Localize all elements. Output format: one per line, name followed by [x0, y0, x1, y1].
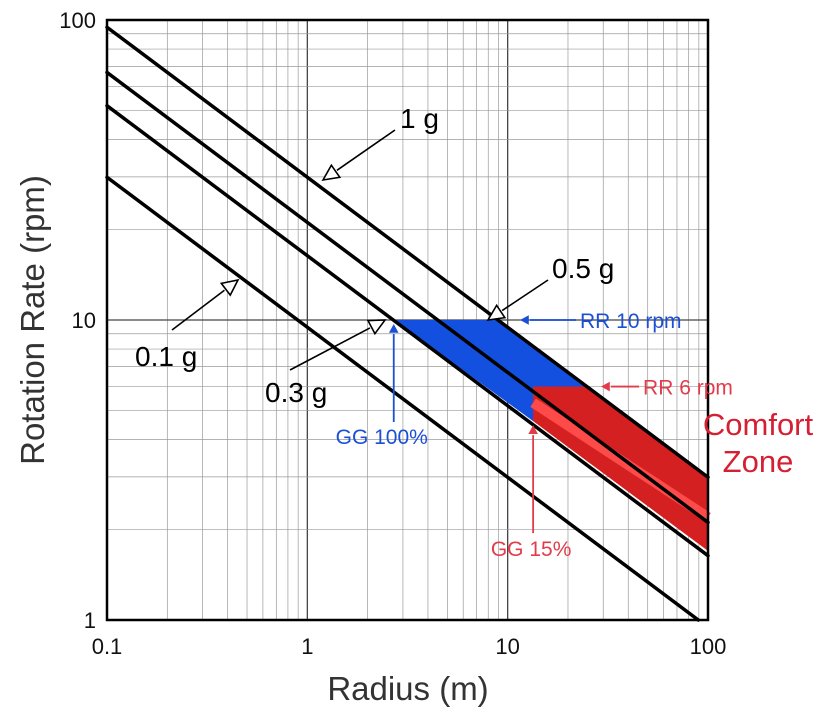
annotation-arrowhead — [528, 425, 538, 434]
y-tick-label: 10 — [72, 308, 96, 333]
pointer-line — [171, 289, 225, 331]
pointer-arrowhead — [219, 278, 240, 297]
comfort-centerline — [530, 398, 711, 522]
pointer-line — [336, 129, 396, 171]
comfort-zone-label-line2: Zone — [723, 444, 794, 479]
annotations: RR 10 rpm RR 6 rpm GG 100% GG 15% — [336, 310, 733, 561]
y-tick-label: 1 — [84, 608, 96, 633]
series-line — [105, 70, 710, 525]
comfort-zone-label-line1: Comfort — [703, 407, 814, 442]
series-line — [105, 175, 701, 622]
series-line — [105, 103, 710, 558]
annotation-arrows — [171, 129, 549, 371]
annotation-gg100: GG 100% — [336, 426, 428, 449]
annotation-arrowhead — [601, 381, 610, 392]
series-label: 0.1 g — [135, 341, 197, 372]
series-lines — [105, 25, 710, 622]
annotation-arrowhead — [520, 315, 529, 325]
annotation-rr10: RR 10 rpm — [580, 310, 682, 333]
plot-frame — [105, 18, 710, 622]
x-tick-label: 10 — [495, 634, 519, 659]
pointer-line — [501, 279, 549, 312]
annotation-gg15: GG 15% — [491, 538, 572, 561]
series-label: 0.3 g — [265, 377, 327, 408]
x-tick-label: 100 — [690, 634, 727, 659]
y-axis-title: Rotation Rate (rpm) — [14, 175, 51, 465]
series-label: 0.5 g — [552, 253, 614, 284]
pointer-arrowhead — [486, 303, 507, 322]
x-axis-title: Radius (m) — [327, 670, 488, 707]
x-tick-label: 0.1 — [92, 634, 123, 659]
y-tick-label: 100 — [59, 8, 96, 33]
pointer-line — [289, 327, 371, 371]
pointer-arrowhead — [366, 319, 387, 336]
series-label: 1 g — [400, 103, 439, 134]
series-labels: 1 g 0.5 g 0.3 g 0.1 g — [135, 103, 614, 408]
annotation-rr6: RR 6 rpm — [643, 377, 733, 400]
series-line — [105, 25, 710, 480]
x-tick-label: 1 — [301, 634, 313, 659]
annotation-arrowhead — [388, 324, 399, 333]
pointer-arrowhead — [321, 163, 342, 182]
